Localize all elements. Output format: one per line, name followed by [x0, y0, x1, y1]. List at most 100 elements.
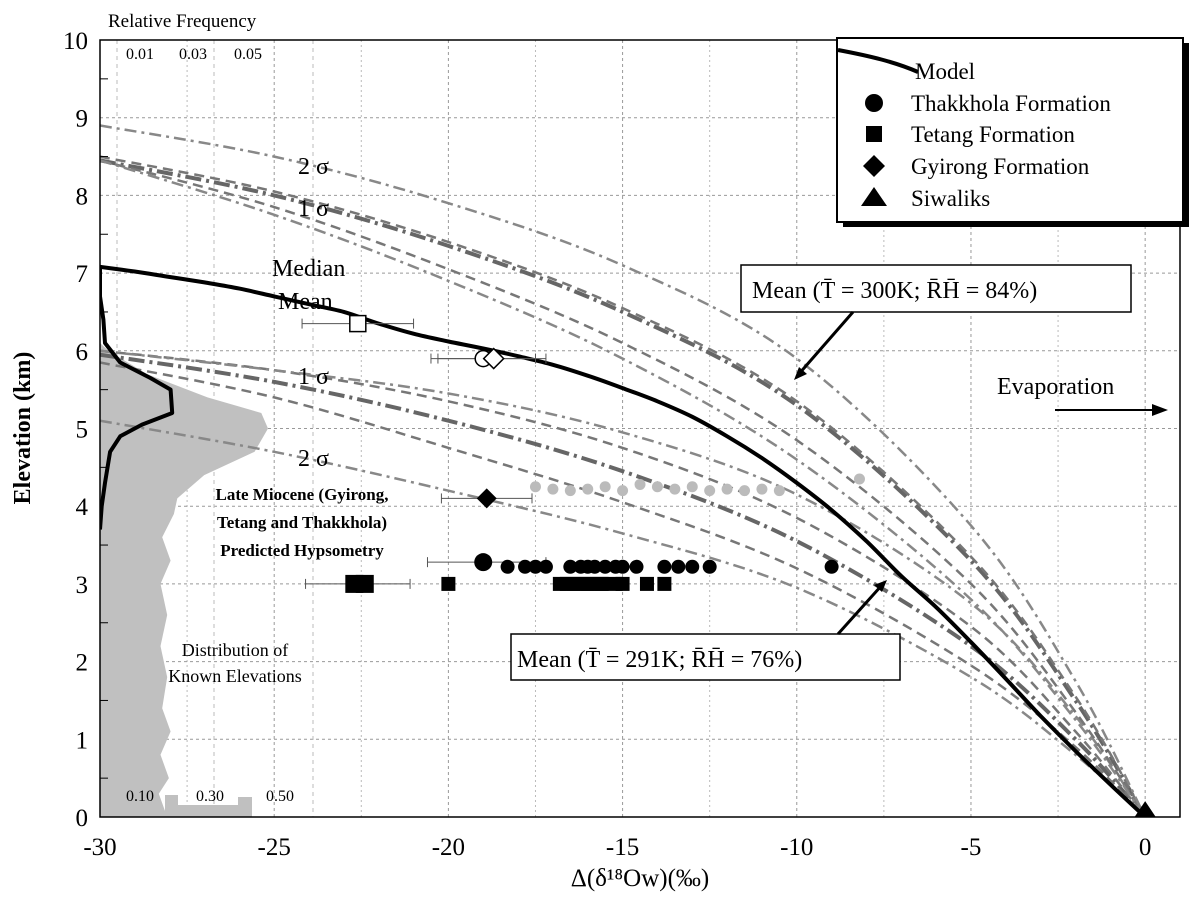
thakkhola-point	[824, 559, 839, 574]
plot-frame	[99, 39, 1181, 818]
legend-siwaliks-label: Siwaliks	[911, 186, 990, 211]
siwaliks-point	[1134, 801, 1156, 817]
grey-data-point	[599, 481, 611, 493]
hypsometry-label: Late Miocene (Gyirong, Tetang and Thakkh…	[216, 485, 389, 560]
legend-thakkhola-marker	[865, 94, 883, 112]
relative-frequency-ticks: 0.01 0.03 0.05 0.10 0.30 0.50	[126, 46, 294, 805]
annotation-text: 2 σ	[298, 154, 329, 180]
x-tick-label: -10	[780, 834, 813, 861]
y-tick-label: 10	[63, 28, 88, 55]
annotation-text: Median	[272, 256, 345, 282]
thakkhola-point	[528, 559, 543, 574]
grey-data-point	[686, 481, 698, 493]
warm-scenario-mean-line	[100, 158, 1147, 817]
hypsometry-line-2: Tetang and Thakkhola)	[217, 513, 387, 532]
cold-scenario-plus-2sigma-line	[100, 349, 1147, 817]
grey-data-point	[582, 483, 594, 495]
y-tick-label: 3	[76, 572, 89, 599]
thakkhola-point	[598, 559, 613, 574]
rf-bottom-tick-label: 0.50	[266, 788, 294, 805]
tetang-point	[657, 576, 672, 591]
thakkhola-point	[629, 559, 644, 574]
annotation-text: 1 σ	[298, 196, 329, 222]
x-tick-label: -20	[432, 834, 465, 861]
thakkhola-point	[671, 559, 686, 574]
grey-data-point	[756, 483, 768, 495]
rf-top-tick-label: 0.01	[126, 46, 154, 63]
distribution-label-line-1: Distribution of	[182, 640, 289, 660]
grey-data-point	[739, 485, 751, 497]
legend: Model Thakkhola Formation Tetang Formati…	[836, 37, 1189, 227]
y-tick-label: 4	[76, 494, 89, 521]
y-tick-label: 0	[76, 805, 89, 832]
rf-top-tick-label: 0.03	[179, 46, 207, 63]
legend-siwaliks-marker	[861, 187, 887, 206]
thakkhola-point	[587, 559, 602, 574]
y-tick-label: 8	[76, 183, 89, 210]
distribution-base-bars	[165, 795, 252, 817]
cold-mean-callout: Mean (T̄ = 291K; R̄H̄ = 76%)	[510, 580, 901, 681]
annotation-text: 1 σ	[298, 364, 329, 390]
legend-gyirong-label: Gyirong Formation	[911, 154, 1090, 179]
tetang-point	[441, 576, 456, 591]
rf-top-tick-label: 0.05	[234, 46, 262, 63]
relative-frequency-title: Relative Frequency	[108, 11, 257, 32]
evaporation-arrow: Evaporation	[997, 374, 1168, 416]
tetang-point	[355, 574, 374, 593]
thakkhola-point	[474, 553, 493, 572]
grey-data-point	[721, 483, 733, 495]
rf-bottom-tick-label: 0.30	[196, 788, 224, 805]
annotation-layer: 2 σ 1 σ 1 σ 2 σ Median Mean Distribution of Kno…	[168, 154, 345, 686]
thakkhola-point	[702, 559, 717, 574]
warm-mean-callout: Mean (T̄ = 300K; R̄H̄ = 84%)	[740, 264, 1132, 380]
axis-layer: -30 -25 -20 -15 -10 -5 0 0 1 2 3 4 5 6 7 8 9 10	[63, 28, 1151, 861]
grey-data-point	[547, 483, 559, 495]
grey-data-point	[564, 485, 576, 497]
y-tick-label: 9	[76, 106, 89, 133]
y-tick-label: 7	[76, 261, 89, 288]
x-axis-title: Δ(δ¹⁸Ow)(‰)	[571, 865, 709, 892]
known-elevation-distribution	[100, 343, 268, 817]
legend-tetang-label: Tetang Formation	[911, 122, 1075, 147]
x-tick-label: -5	[961, 834, 982, 861]
warm-scenario-plus-2sigma-line	[100, 124, 1147, 817]
thakkhola-point	[538, 559, 553, 574]
hypsometry-line-1: Late Miocene (Gyirong,	[216, 485, 389, 504]
gyirong-point	[476, 488, 497, 509]
warm-mean-label: Mean (T̄ = 300K; R̄H̄ = 84%)	[752, 278, 1037, 304]
grey-data-point	[669, 483, 681, 495]
cold-scenario-plus-1sigma-line	[100, 349, 1147, 817]
thakkhola-point	[563, 559, 578, 574]
legend-gyirong-marker	[863, 155, 885, 177]
x-tick-label: -25	[258, 834, 291, 861]
grey-data-point	[617, 485, 629, 497]
x-tick-label: 0	[1139, 834, 1152, 861]
grey-data-point	[704, 485, 716, 497]
cold-mean-label: Mean (T̄ = 291K; R̄H̄ = 76%)	[517, 647, 802, 673]
warm-scenario-minus-1sigma-line	[100, 159, 1147, 817]
warm-scenario-plus-1sigma-line	[100, 155, 1147, 817]
legend-model-swatch	[837, 48, 919, 74]
thakkhola-point	[685, 559, 700, 574]
legend-thakkhola-label: Thakkhola Formation	[911, 91, 1111, 116]
median-marker	[349, 314, 367, 333]
grey-data-point	[773, 485, 785, 497]
grey-data-point	[529, 481, 541, 493]
x-tick-label: -30	[83, 834, 116, 861]
thakkhola-point	[500, 559, 515, 574]
annotation-text: 2 σ	[298, 446, 329, 472]
annotation-text: Mean	[278, 289, 333, 315]
y-tick-label: 6	[76, 339, 89, 366]
y-tick-label: 2	[76, 650, 89, 677]
cold-scenario-minus-2sigma-line	[100, 419, 1147, 817]
thakkhola-point	[615, 559, 630, 574]
mean-diamond-marker	[482, 347, 505, 370]
y-tick-label: 1	[76, 727, 89, 754]
legend-model-label: Model	[915, 59, 975, 84]
hypsometry-line-3: Predicted Hypsometry	[220, 541, 384, 560]
warm-scenario-minus-2sigma-line	[100, 159, 1147, 817]
y-tick-label: 5	[76, 417, 89, 444]
grey-data-point	[634, 478, 646, 490]
